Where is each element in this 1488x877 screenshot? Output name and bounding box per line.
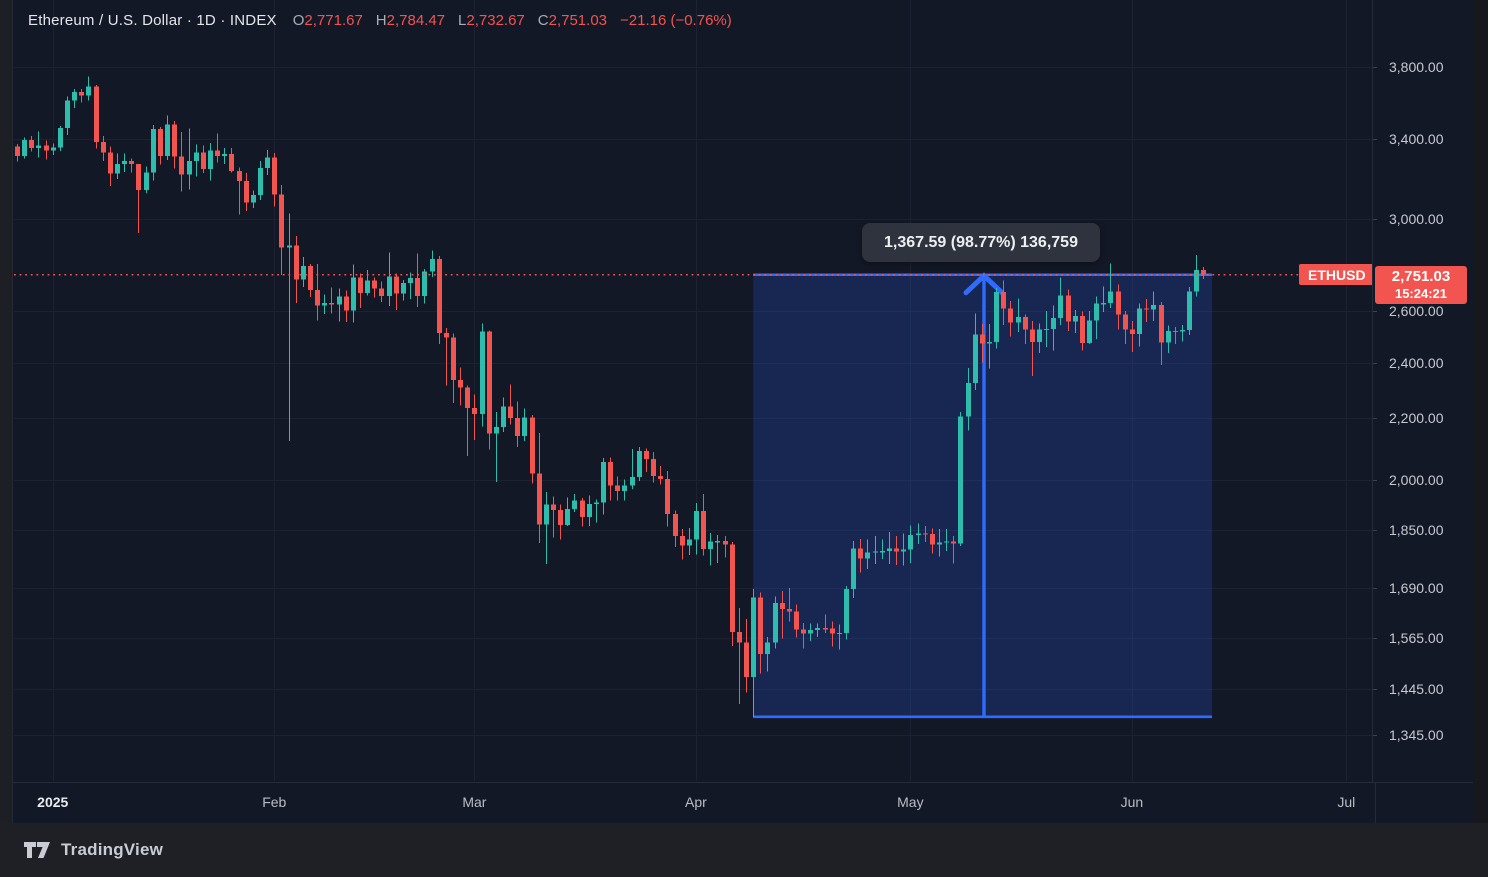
price-line-symbol-tag: ETHUSD (1299, 264, 1375, 286)
price-axis-tick (1373, 67, 1377, 68)
ohlc-item: H2,784.47 (375, 12, 446, 29)
price-axis-label: 2,400.00 (1389, 354, 1444, 371)
price-axis-label: 3,800.00 (1389, 59, 1444, 75)
time-axis-label: May (897, 794, 924, 810)
price-axis[interactable]: USD 3,800.003,400.003,000.002,600.002,40… (1372, 0, 1473, 782)
price-axis-tick (1373, 588, 1377, 589)
price-axis-label: 1,445.00 (1389, 680, 1444, 697)
gridlines (14, 0, 1372, 781)
ohlc-item: C2,751.03 (537, 12, 607, 29)
ohlc-values: O2,771.67 H2,784.47 L2,732.67 C2,751.03 (293, 12, 620, 29)
price-axis-label: 1,565.00 (1389, 629, 1444, 646)
price-axis-tick (1373, 418, 1377, 419)
price-axis-tick (1373, 530, 1377, 531)
chart-pane[interactable]: Ethereum / U.S. Dollar · 1D · INDEX O2,7… (0, 0, 1375, 782)
time-axis-label: Feb (262, 794, 287, 810)
time-axis-label: Mar (462, 794, 487, 810)
price-axis-label: 3,400.00 (1389, 130, 1444, 147)
last-price-label: 2,751.03 15:24:21 (1375, 265, 1467, 304)
time-axis-label: Jun (1120, 794, 1144, 810)
measure-tooltip: 1,367.59 (98.77%) 136,759 (862, 223, 1100, 262)
price-axis-tick (1373, 480, 1377, 481)
time-axis-label: Jul (1337, 794, 1356, 810)
candlestick-chart-canvas[interactable] (0, 0, 1372, 782)
change-value: −21.16 (−0.76%) (620, 12, 732, 29)
price-axis-label: 3,000.00 (1389, 211, 1444, 228)
time-axis-label: Apr (685, 794, 707, 810)
price-axis-tick (1373, 219, 1377, 220)
time-axis[interactable]: 2025 Feb Mar Apr May Jun Jul (0, 782, 1473, 824)
price-axis-label: 2,200.00 (1389, 410, 1444, 427)
price-axis-tick (1373, 638, 1377, 639)
time-axis-label: 2025 (37, 794, 69, 810)
tradingview-brand-link[interactable]: TradingView (61, 840, 164, 859)
price-axis-tick (1373, 363, 1377, 364)
chart-legend: Ethereum / U.S. Dollar · 1D · INDEX O2,7… (28, 12, 732, 29)
footer-bar: TradingView (0, 823, 1488, 877)
tradingview-logo-icon[interactable] (24, 841, 51, 859)
price-axis-label: 1,690.00 (1389, 580, 1444, 597)
price-axis-label: 1,850.00 (1389, 521, 1444, 538)
left-edge-strip (0, 0, 13, 823)
bar-countdown: 15:24:21 (1394, 285, 1448, 301)
price-axis-tick (1373, 139, 1377, 140)
measure-arrow-head (963, 272, 1005, 296)
price-axis-label: 2,000.00 (1389, 471, 1444, 488)
ohlc-item: O2,771.67 (292, 12, 363, 29)
symbol-title[interactable]: Ethereum / U.S. Dollar · 1D · INDEX (28, 12, 277, 29)
price-axis-tick (1373, 689, 1377, 690)
axis-corner-separator (1375, 783, 1376, 824)
last-price-value: 2,751.03 (1391, 267, 1451, 285)
ohlc-item: L2,732.67 (458, 12, 525, 29)
candlestick-series[interactable] (15, 76, 1206, 718)
price-axis-tick (1373, 311, 1377, 312)
price-axis-tick (1373, 735, 1377, 736)
price-axis-label: 2,600.00 (1389, 303, 1444, 320)
right-edge-strip (1473, 0, 1488, 823)
price-axis-label: 1,345.00 (1389, 726, 1444, 743)
